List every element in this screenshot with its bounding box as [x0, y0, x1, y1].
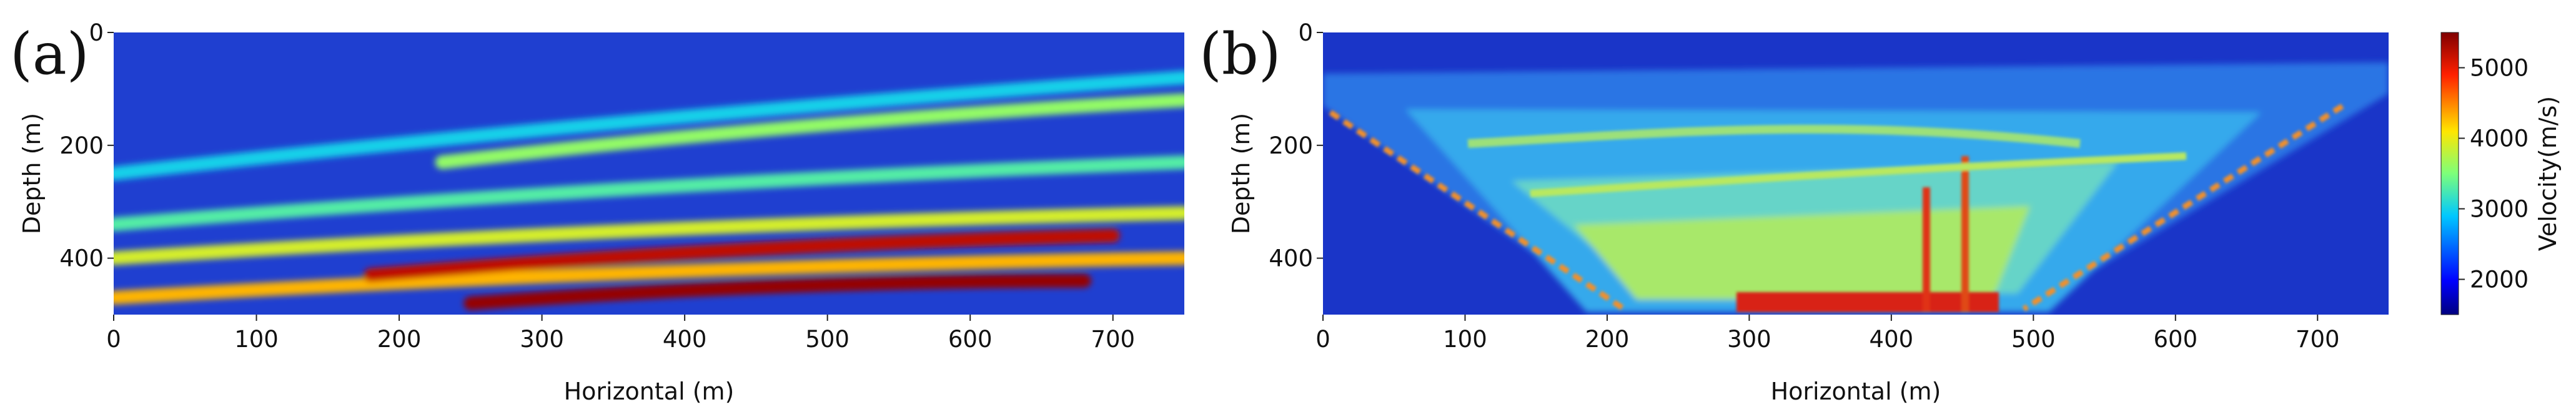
velocity-layer — [114, 251, 1184, 305]
velocity-layer — [114, 206, 1184, 265]
panel-b: (b) 0 100 200 300 400 500 600 700 Horizontal (m… — [1199, 19, 2389, 405]
y-tick-label: 200 — [59, 132, 104, 159]
y-tick-label: 400 — [59, 245, 104, 272]
x-axis-b: 0 100 200 300 400 500 600 700 Horizontal (m) — [1315, 315, 2340, 405]
velocity-layer — [114, 71, 1184, 180]
x-tick-label: 100 — [1443, 326, 1487, 353]
panel-label-a: (a) — [10, 21, 89, 87]
x-tick-label: 600 — [948, 326, 993, 353]
x-ticks-a: 0 100 200 300 400 500 600 700 — [106, 315, 1135, 353]
x-tick-label: 300 — [1727, 326, 1771, 353]
y-axis-a: 0 200 400 Depth (m) — [18, 19, 114, 272]
y-tick-label: 200 — [1269, 132, 1313, 159]
x-tick-label: 600 — [2153, 326, 2197, 353]
colorbar-tick-label: 4000 — [2470, 125, 2529, 152]
colorbar-label: Velocity(m/s) — [2534, 96, 2562, 251]
x-tick-label: 0 — [1315, 326, 1330, 353]
velocity-layer — [114, 155, 1184, 232]
y-axis-label-a: Depth (m) — [18, 113, 46, 235]
colorbar-tick-label: 2000 — [2470, 267, 2529, 293]
x-axis-a: 0 100 200 300 400 500 600 700 Horizontal (m) — [106, 315, 1135, 405]
x-tick-label: 100 — [234, 326, 279, 353]
x-axis-label-b: Horizontal (m) — [1771, 378, 1941, 405]
x-tick-label: 0 — [106, 326, 121, 353]
x-tick-label: 400 — [1870, 326, 1914, 353]
y-tick-label: 0 — [1298, 19, 1313, 46]
y-axis-label-b: Depth (m) — [1227, 113, 1255, 235]
colorbar-tick-label: 5000 — [2470, 55, 2529, 82]
y-axis-b: 0 200 400 Depth (m) — [1227, 19, 1323, 272]
colorbar: 2000 3000 4000 5000 Velocity(m/s) — [2440, 32, 2562, 315]
edge-streaks-b — [1329, 104, 2344, 312]
x-axis-label-a: Horizontal (m) — [564, 378, 735, 405]
colorbar-ticks: 2000 3000 4000 5000 — [2459, 55, 2529, 293]
velocity-layer — [463, 273, 1092, 310]
colorbar-gradient — [2440, 32, 2459, 315]
x-tick-label: 400 — [663, 326, 707, 353]
x-ticks-b: 0 100 200 300 400 500 600 700 — [1315, 315, 2340, 353]
x-tick-label: 300 — [520, 326, 564, 353]
x-tick-label: 200 — [377, 326, 422, 353]
panel-label-b: (b) — [1199, 21, 1281, 87]
y-ticks-b: 0 200 400 — [1269, 19, 1323, 272]
velocity-layer — [435, 93, 1184, 169]
x-tick-label: 500 — [805, 326, 850, 353]
layer-bands-a — [114, 71, 1184, 310]
y-ticks-a: 0 200 400 — [59, 19, 114, 272]
x-tick-label: 500 — [2011, 326, 2056, 353]
x-tick-label: 700 — [2296, 326, 2340, 353]
velocity-field-b — [1323, 62, 2389, 312]
velocity-layer — [364, 228, 1120, 282]
x-tick-label: 200 — [1585, 326, 1630, 353]
colorbar-tick-label: 3000 — [2470, 196, 2529, 223]
x-tick-label: 700 — [1091, 326, 1135, 353]
y-tick-label: 0 — [89, 19, 104, 46]
velocity-field-a — [114, 71, 1184, 310]
y-tick-label: 400 — [1269, 245, 1313, 272]
panel-a: (a) 0 100 200 300 400 500 600 700 Horizontal (m… — [10, 19, 1184, 405]
